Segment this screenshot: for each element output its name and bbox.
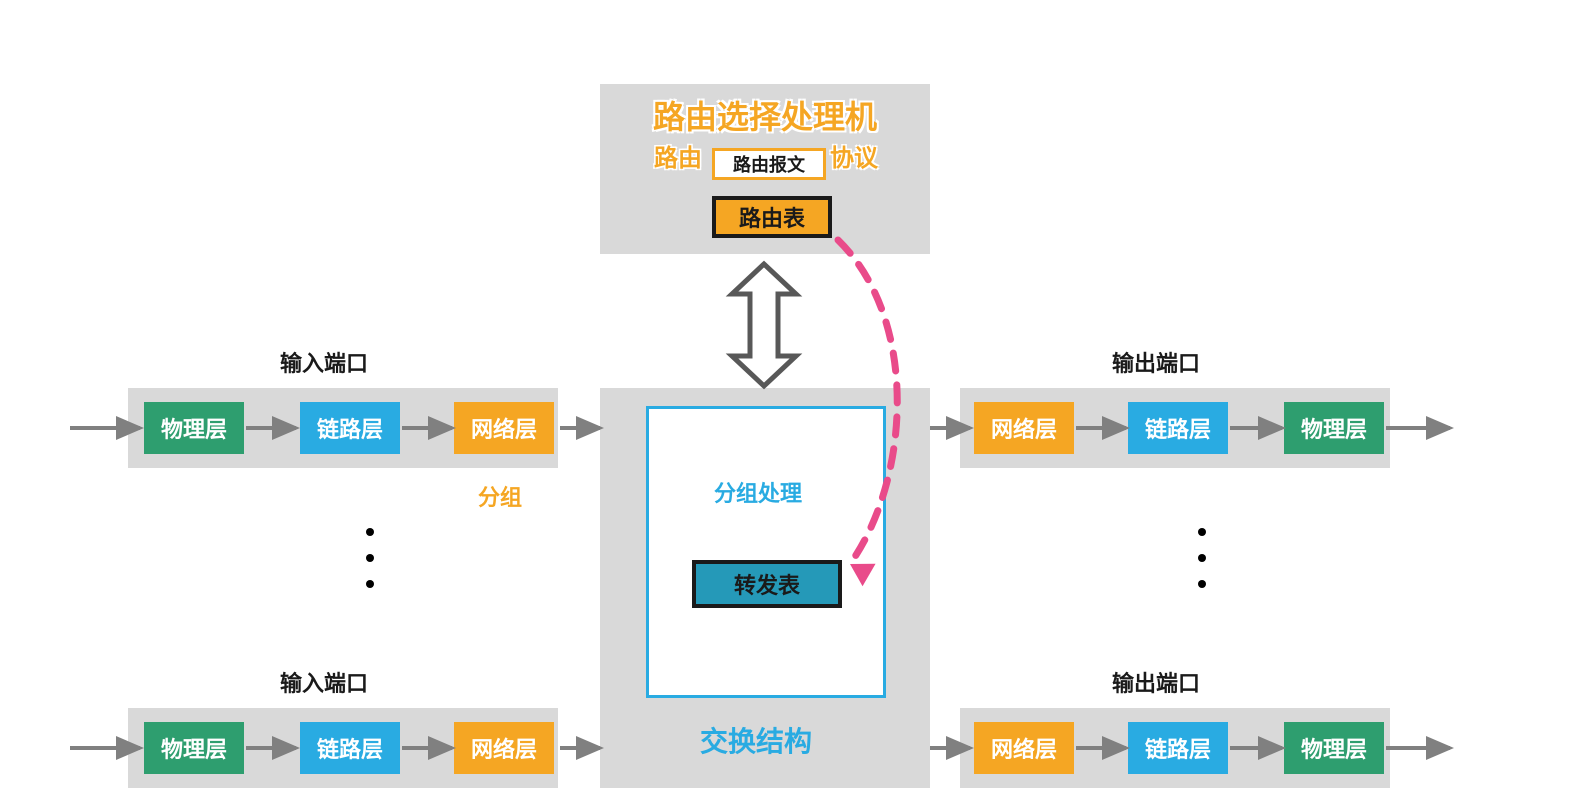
output-port-heading-bot: 输出端口 bbox=[1112, 666, 1200, 698]
phys-label: 物理层 bbox=[161, 412, 227, 444]
phys-layer-box: 物理层 bbox=[144, 402, 244, 454]
net-label: 网络层 bbox=[471, 732, 537, 764]
output-port-heading-top: 输出端口 bbox=[1112, 346, 1200, 378]
phys-label: 物理层 bbox=[1301, 412, 1367, 444]
phys-label: 物理层 bbox=[1301, 732, 1367, 764]
ellipsis-dots-left bbox=[366, 528, 374, 588]
phys-label: 物理层 bbox=[161, 732, 227, 764]
link-label: 链路层 bbox=[317, 412, 383, 444]
top-subtitle-left: 路由 bbox=[654, 138, 702, 173]
link-label: 链路层 bbox=[317, 732, 383, 764]
top-title: 路由选择处理机 bbox=[600, 92, 930, 138]
routing-table-box: 路由表 bbox=[712, 196, 832, 238]
link-layer-box: 链路层 bbox=[1128, 722, 1228, 774]
forwarding-table-label: 转发表 bbox=[734, 568, 800, 600]
switch-fabric-label: 交换结构 bbox=[700, 720, 812, 760]
link-label: 链路层 bbox=[1145, 412, 1211, 444]
top-subtitle-right: 协议 bbox=[830, 138, 878, 173]
center-inner bbox=[646, 406, 886, 698]
phys-layer-box: 物理层 bbox=[1284, 722, 1384, 774]
net-label: 网络层 bbox=[471, 412, 537, 444]
routing-table-label: 路由表 bbox=[739, 201, 805, 233]
routing-msg-label: 路由报文 bbox=[733, 151, 805, 177]
net-layer-box: 网络层 bbox=[454, 402, 554, 454]
net-layer-box: 网络层 bbox=[974, 722, 1074, 774]
forwarding-table-box: 转发表 bbox=[692, 560, 842, 608]
link-layer-box: 链路层 bbox=[1128, 402, 1228, 454]
phys-layer-box: 物理层 bbox=[144, 722, 244, 774]
net-label: 网络层 bbox=[991, 732, 1057, 764]
input-port-heading-bot: 输入端口 bbox=[280, 666, 368, 698]
packet-label: 分组 bbox=[478, 480, 522, 512]
net-label: 网络层 bbox=[991, 412, 1057, 444]
link-label: 链路层 bbox=[1145, 732, 1211, 764]
link-layer-box: 链路层 bbox=[300, 722, 400, 774]
net-layer-box: 网络层 bbox=[454, 722, 554, 774]
link-layer-box: 链路层 bbox=[300, 402, 400, 454]
input-port-heading-top: 输入端口 bbox=[280, 346, 368, 378]
routing-msg-box: 路由报文 bbox=[712, 148, 826, 180]
ellipsis-dots-right bbox=[1198, 528, 1206, 588]
packet-proc-label: 分组处理 bbox=[714, 476, 802, 508]
phys-layer-box: 物理层 bbox=[1284, 402, 1384, 454]
net-layer-box: 网络层 bbox=[974, 402, 1074, 454]
